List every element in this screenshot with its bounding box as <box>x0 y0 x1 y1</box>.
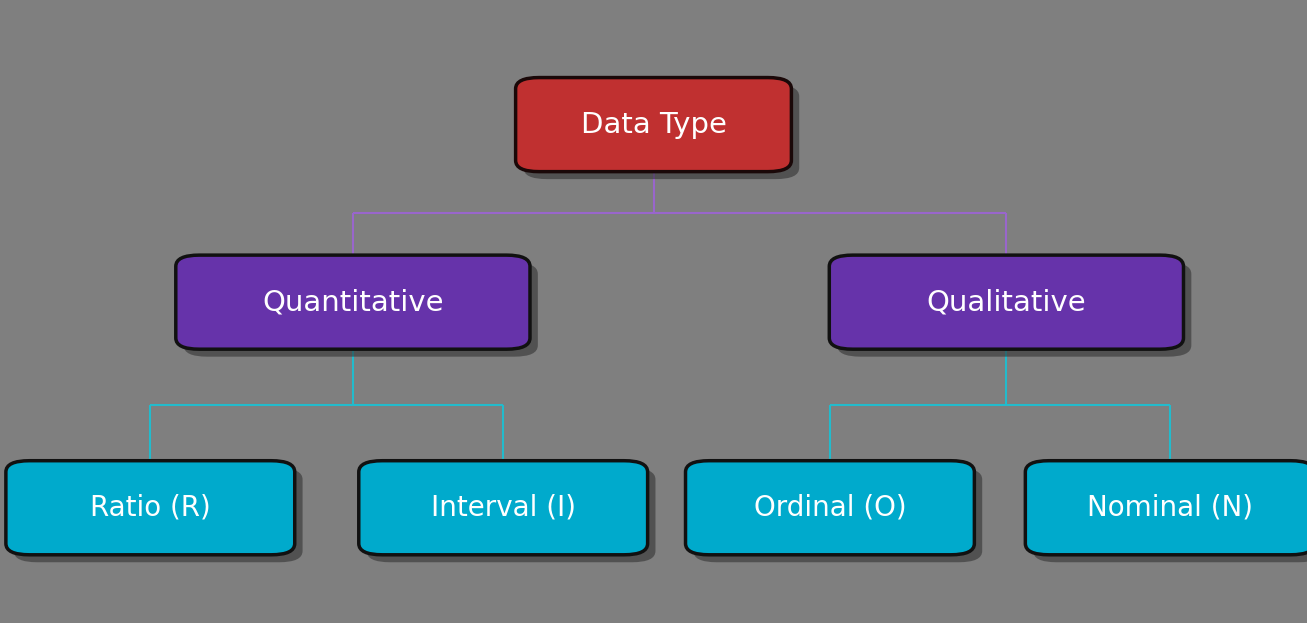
Text: Ordinal (O): Ordinal (O) <box>754 494 906 521</box>
FancyBboxPatch shape <box>685 461 974 554</box>
Text: Qualitative: Qualitative <box>927 288 1086 316</box>
FancyBboxPatch shape <box>14 468 303 562</box>
FancyBboxPatch shape <box>366 468 655 562</box>
Text: Interval (I): Interval (I) <box>431 494 575 521</box>
FancyBboxPatch shape <box>515 77 791 171</box>
FancyBboxPatch shape <box>1025 461 1307 554</box>
Text: Quantitative: Quantitative <box>263 288 443 316</box>
FancyBboxPatch shape <box>838 263 1192 356</box>
FancyBboxPatch shape <box>176 255 529 349</box>
FancyBboxPatch shape <box>830 255 1184 349</box>
FancyBboxPatch shape <box>693 468 983 562</box>
FancyBboxPatch shape <box>184 263 537 356</box>
Text: Data Type: Data Type <box>580 111 727 138</box>
FancyBboxPatch shape <box>523 85 799 179</box>
Text: Nominal (N): Nominal (N) <box>1086 494 1253 521</box>
FancyBboxPatch shape <box>1033 468 1307 562</box>
FancyBboxPatch shape <box>7 461 294 554</box>
Text: Ratio (R): Ratio (R) <box>90 494 210 521</box>
FancyBboxPatch shape <box>358 461 647 554</box>
